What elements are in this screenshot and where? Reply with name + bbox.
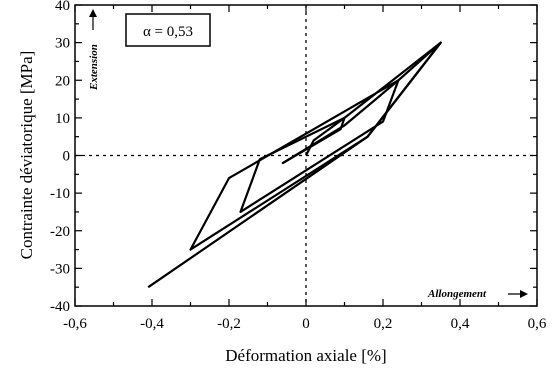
axis-ticks: [74, 4, 538, 307]
x-tick-label: -0,6: [63, 316, 87, 332]
allongement-arrow-head-icon: [520, 290, 528, 298]
x-tick-label: -0,4: [140, 316, 164, 332]
x-axis-title: Déformation axiale [%]: [225, 346, 386, 365]
extension-arrow-head-icon: [89, 9, 97, 17]
y-tick-label: -20: [50, 224, 70, 240]
tick-labels: -0,6 -0,4 -0,2 0 0,2 0,4 0,6 -40 -30 -20 -10 0 10 20 3…: [50, 0, 547, 332]
alpha-legend: α = 0,53: [125, 13, 211, 47]
y-axis-title: Contrainte déviatorique [MPa]: [17, 51, 36, 260]
hysteresis-curves: [147, 41, 442, 289]
y-tick-label: -30: [50, 261, 70, 277]
series-line-1: [281, 116, 346, 165]
x-tick-label: 0: [302, 316, 310, 332]
y-tick-label: 0: [63, 149, 71, 165]
extension-annotation: Extension: [88, 9, 100, 91]
y-tick-label: 10: [55, 111, 70, 127]
y-tick-label: 40: [55, 0, 70, 14]
x-tick-label: 0,6: [528, 316, 547, 332]
x-tick-label: 0,2: [374, 316, 393, 332]
x-tick-label: 0,4: [451, 316, 470, 332]
y-tick-label: 20: [55, 73, 70, 89]
series-line-2: [239, 79, 400, 213]
y-tick-label: -40: [50, 299, 70, 315]
extension-label: Extension: [88, 44, 100, 91]
series-line-3: [189, 41, 442, 251]
alpha-label: α = 0,53: [143, 24, 193, 40]
x-tick-label: -0,2: [217, 316, 241, 332]
y-tick-label: 30: [55, 36, 70, 52]
allongement-label: Allongement: [427, 288, 487, 300]
y-tick-label: -10: [50, 186, 70, 202]
series-line-4: [147, 41, 442, 289]
alpha-box: [125, 13, 211, 47]
allongement-annotation: Allongement: [427, 288, 528, 300]
